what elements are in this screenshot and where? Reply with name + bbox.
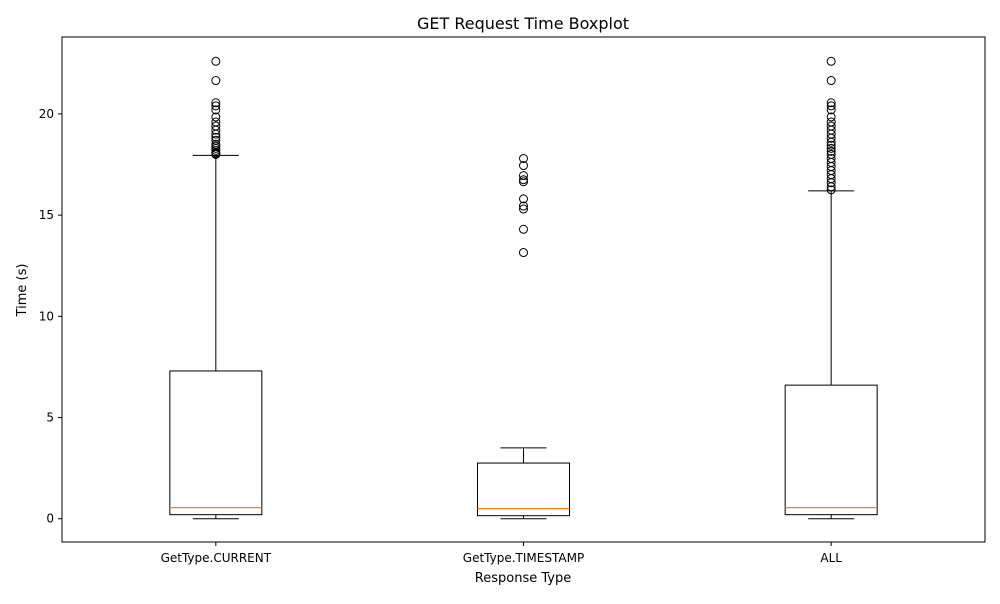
outlier-point [826, 112, 836, 122]
outlier-point [211, 112, 221, 122]
y-tick-label: 20 [39, 107, 54, 121]
outlier-point [211, 139, 221, 149]
outlier-point [519, 171, 528, 181]
y-tick-label: 10 [39, 309, 54, 323]
outlier-point [211, 56, 221, 66]
plot-frame [61, 36, 986, 543]
outlier-point [519, 153, 528, 163]
outlier-point [826, 56, 836, 66]
outlier-point [519, 194, 528, 204]
iqr-box [169, 370, 263, 516]
chart-title: GET Request Time Boxplot [417, 14, 629, 33]
outlier-point [211, 117, 221, 127]
outlier-point [826, 105, 836, 115]
outlier-point [211, 98, 221, 108]
box-group-0 [169, 56, 263, 520]
iqr-box [784, 384, 878, 516]
outlier-point [519, 175, 528, 185]
box-group-2 [784, 56, 878, 520]
outlier-point [211, 121, 221, 131]
axes: 0 5 10 15 20 GetType.CURRENT GetType.TIMESTAMP… [39, 36, 986, 565]
outlier-point [211, 135, 221, 145]
outlier-point [211, 101, 221, 111]
outlier-point [826, 76, 836, 86]
outlier-point [826, 149, 836, 159]
outlier-point [519, 204, 528, 214]
outlier-point [519, 201, 528, 211]
plot-area [169, 56, 878, 520]
outlier-point [826, 143, 836, 153]
outlier-point [519, 224, 528, 234]
outlier-point [211, 105, 221, 115]
outlier-point [519, 161, 528, 171]
y-tick-label: 0 [46, 512, 54, 526]
outlier-point [826, 98, 836, 108]
outlier-point [826, 185, 836, 195]
outlier-point [826, 140, 836, 150]
outlier-point [826, 146, 836, 156]
iqr-box [477, 462, 570, 517]
y-tick-label: 15 [39, 208, 54, 222]
outlier-point [826, 121, 836, 131]
y-axis-label: Time (s) [15, 264, 30, 318]
box-group-1 [477, 153, 570, 520]
outlier-point [826, 153, 836, 163]
x-tick-label: GetType.TIMESTAMP [463, 551, 584, 565]
x-tick-label: ALL [820, 551, 842, 565]
y-tick-label: 5 [46, 411, 54, 425]
outlier-point [826, 117, 836, 127]
outlier-point [826, 101, 836, 111]
outlier-point [519, 248, 528, 258]
outlier-point [211, 76, 221, 86]
outlier-point [211, 132, 221, 142]
x-axis-label: Response Type [475, 571, 571, 586]
x-tick-label: GetType.CURRENT [161, 551, 272, 565]
